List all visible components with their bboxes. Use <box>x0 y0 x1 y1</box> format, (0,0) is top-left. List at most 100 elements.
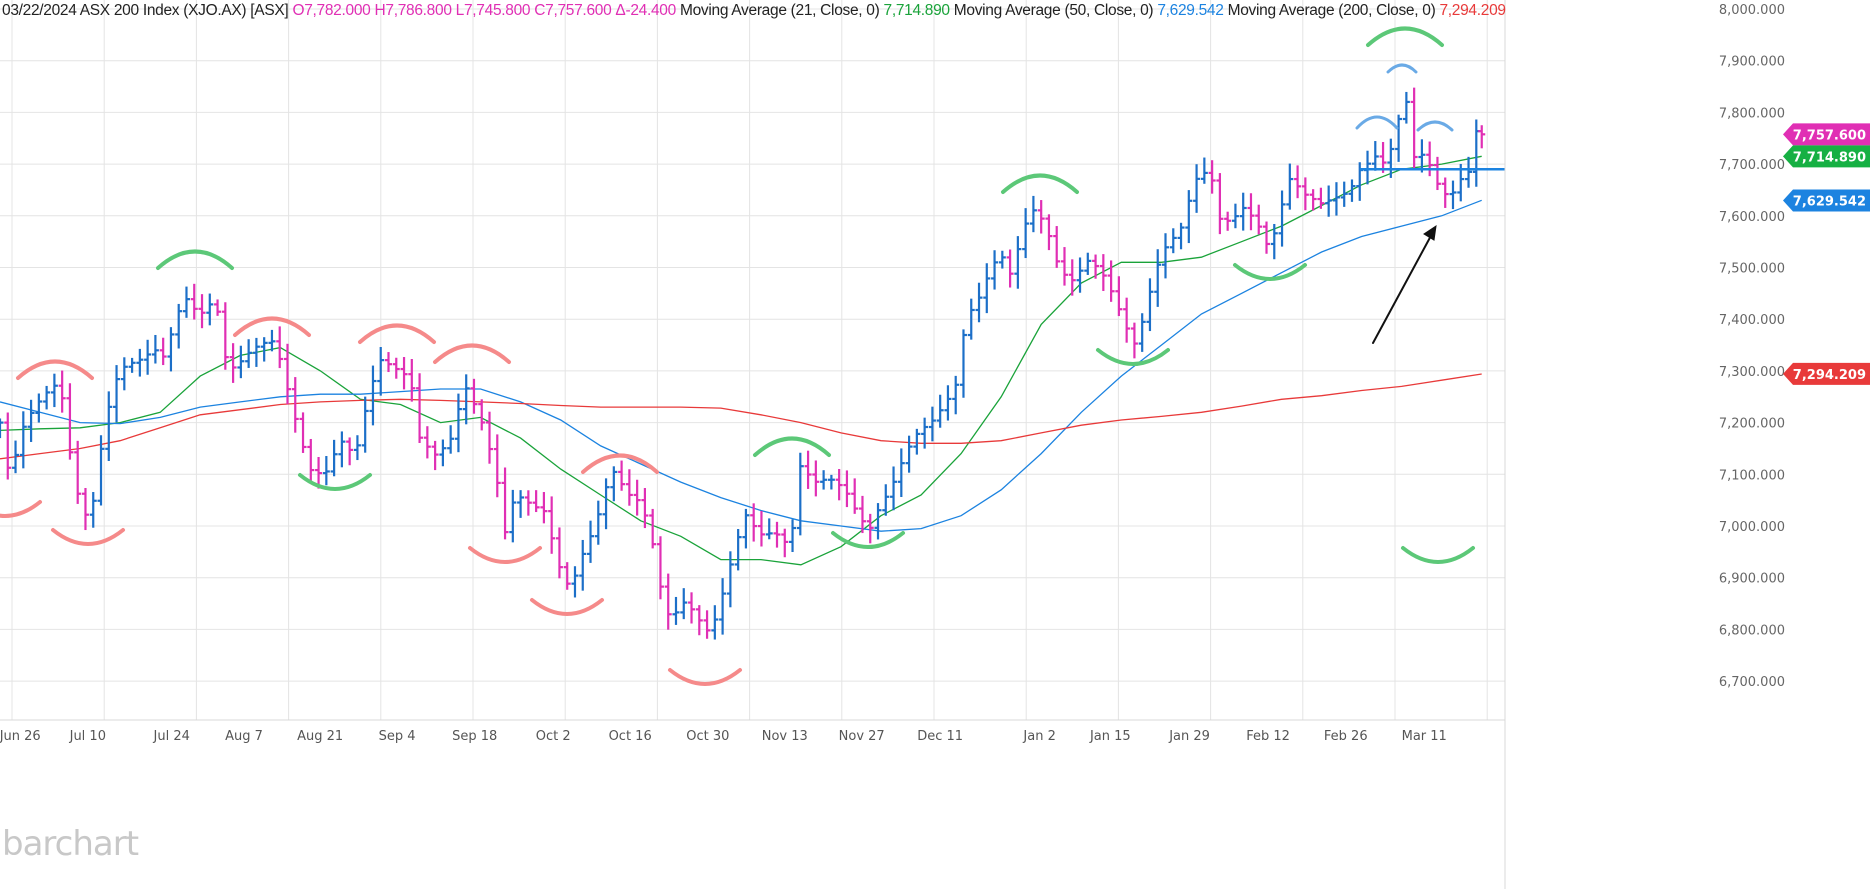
ohlc-bar <box>1193 164 1201 213</box>
support-arc <box>0 500 42 518</box>
ma21-label[interactable]: Moving Average (21, Close, 0) <box>679 2 880 19</box>
ohlc-bar <box>144 339 152 375</box>
ohlc-bar <box>866 513 874 544</box>
ohlc-bar <box>182 286 190 318</box>
ohlc-bar <box>1379 142 1387 173</box>
ohlc-bar <box>913 428 921 455</box>
x-tick-label: Jan 2 <box>1022 729 1055 744</box>
ohlc-bar <box>0 418 4 439</box>
ohlc-bar <box>74 440 82 504</box>
ohlc-bar <box>750 503 758 542</box>
ma50-label[interactable]: Moving Average (50, Close, 0) <box>953 2 1154 19</box>
ohlc-bar <box>1107 260 1115 302</box>
ohlc-bar <box>1231 203 1239 229</box>
x-tick-label: Aug 21 <box>297 729 343 744</box>
ohlc-bar <box>377 346 385 396</box>
ohlc-bar <box>664 573 672 630</box>
ohlc-bars <box>0 87 1486 640</box>
support-arc <box>298 473 372 491</box>
ohlc-bar <box>462 374 470 425</box>
ma200-label[interactable]: Moving Average (200, Close, 0) <box>1227 2 1436 19</box>
ohlc-bar <box>120 357 128 391</box>
ohlc-bar <box>890 466 898 511</box>
ohlc-bar <box>509 489 517 543</box>
ohlc-bar <box>1263 221 1271 254</box>
ma50-tag: 7,629.542 <box>1783 189 1870 212</box>
ohlc-bar <box>198 294 206 329</box>
ma21-tag: 7,714.890 <box>1783 145 1870 168</box>
ohlc-bar <box>385 352 392 373</box>
header-symbol: ASX 200 Index (XJO.AX) [ASX] <box>79 2 289 19</box>
ohlc-bar <box>128 357 136 373</box>
ohlc-bar <box>1270 223 1278 260</box>
y-tick-label: 7,100.000 <box>1719 468 1785 483</box>
x-tick-label: Mar 11 <box>1402 729 1447 744</box>
ohlc-bar <box>967 298 975 340</box>
ohlc-bar <box>742 508 750 549</box>
ohlc-bar <box>1332 182 1340 216</box>
ohlc-bar <box>237 345 245 379</box>
ohlc-bar <box>1325 185 1333 217</box>
ohlc-bar <box>1309 189 1317 211</box>
ohlc-bar <box>1294 165 1302 199</box>
ohlc-bar <box>532 490 540 513</box>
ohlc-bar <box>1247 193 1255 231</box>
price-tag-bg <box>1783 189 1870 212</box>
ohlc-bar <box>1395 114 1403 162</box>
ohlc-bar <box>975 282 983 323</box>
ohlc-bar <box>252 337 260 367</box>
ohlc-bar <box>1185 190 1193 244</box>
ohlc-bar <box>602 478 610 530</box>
ohlc-bar <box>789 519 797 552</box>
ohlc-bar <box>322 456 330 486</box>
ohlc-bar <box>447 425 455 454</box>
support-arc <box>1233 263 1307 281</box>
x-tick-label: Oct 2 <box>536 729 571 744</box>
ohlc-bar <box>773 521 781 548</box>
ohlc-bar <box>1340 181 1348 207</box>
ohlc-bar <box>587 520 595 563</box>
ohlc-bar <box>1123 297 1131 343</box>
price-tag-bg <box>1783 123 1870 146</box>
ohlc-bar <box>439 439 447 467</box>
ohlc-bar <box>1006 249 1014 288</box>
price-axis[interactable]: 8,000.000 7,900.000 7,800.000 7,700.000 7,60… <box>1504 0 1785 889</box>
ohlc-bar <box>283 343 291 405</box>
resistance-arc <box>1001 173 1079 194</box>
ohlc-bar <box>734 529 742 571</box>
ohlc-bar <box>1216 173 1224 235</box>
ohlc-bar <box>1239 192 1247 231</box>
ohlc-bar <box>905 435 913 473</box>
ma200-tag: 7,294.209 <box>1783 362 1870 385</box>
ohlc-bar <box>1037 200 1045 234</box>
ohlc-bar <box>1278 190 1286 247</box>
header-close: C7,757.600 <box>534 2 612 19</box>
x-tick-label: Jan 29 <box>1168 729 1210 744</box>
ohlc-bar <box>486 411 494 464</box>
price-tag-label: 7,294.209 <box>1793 368 1866 383</box>
ohlc-bar <box>89 492 97 528</box>
resistance-arc <box>156 249 234 270</box>
ohlc-bar <box>12 440 20 474</box>
ohlc-bar <box>493 434 501 498</box>
last-price-tag: 7,757.600 <box>1783 123 1870 146</box>
moving-averages <box>0 155 1482 566</box>
ohlc-bar <box>1410 87 1418 170</box>
ohlc-bar <box>1387 138 1395 178</box>
ohlc-bar <box>517 490 525 518</box>
y-tick-label: 7,800.000 <box>1719 106 1785 121</box>
ohlc-bar <box>944 385 952 421</box>
x-tick-label: Jun 26 <box>0 729 41 744</box>
ohlc-bar <box>998 250 1006 269</box>
support-arc <box>1096 348 1170 366</box>
x-tick-label: Sep 4 <box>379 729 416 744</box>
ohlc-bar <box>113 365 121 423</box>
ohlc-bar <box>703 610 711 639</box>
ohlc-bar <box>1092 254 1100 279</box>
ohlc-bar <box>105 391 113 462</box>
ohlc-bar <box>245 339 253 368</box>
ohlc-bar <box>1068 259 1076 296</box>
x-tick-label: Jul 24 <box>153 729 190 744</box>
ohlc-bar <box>804 450 812 489</box>
